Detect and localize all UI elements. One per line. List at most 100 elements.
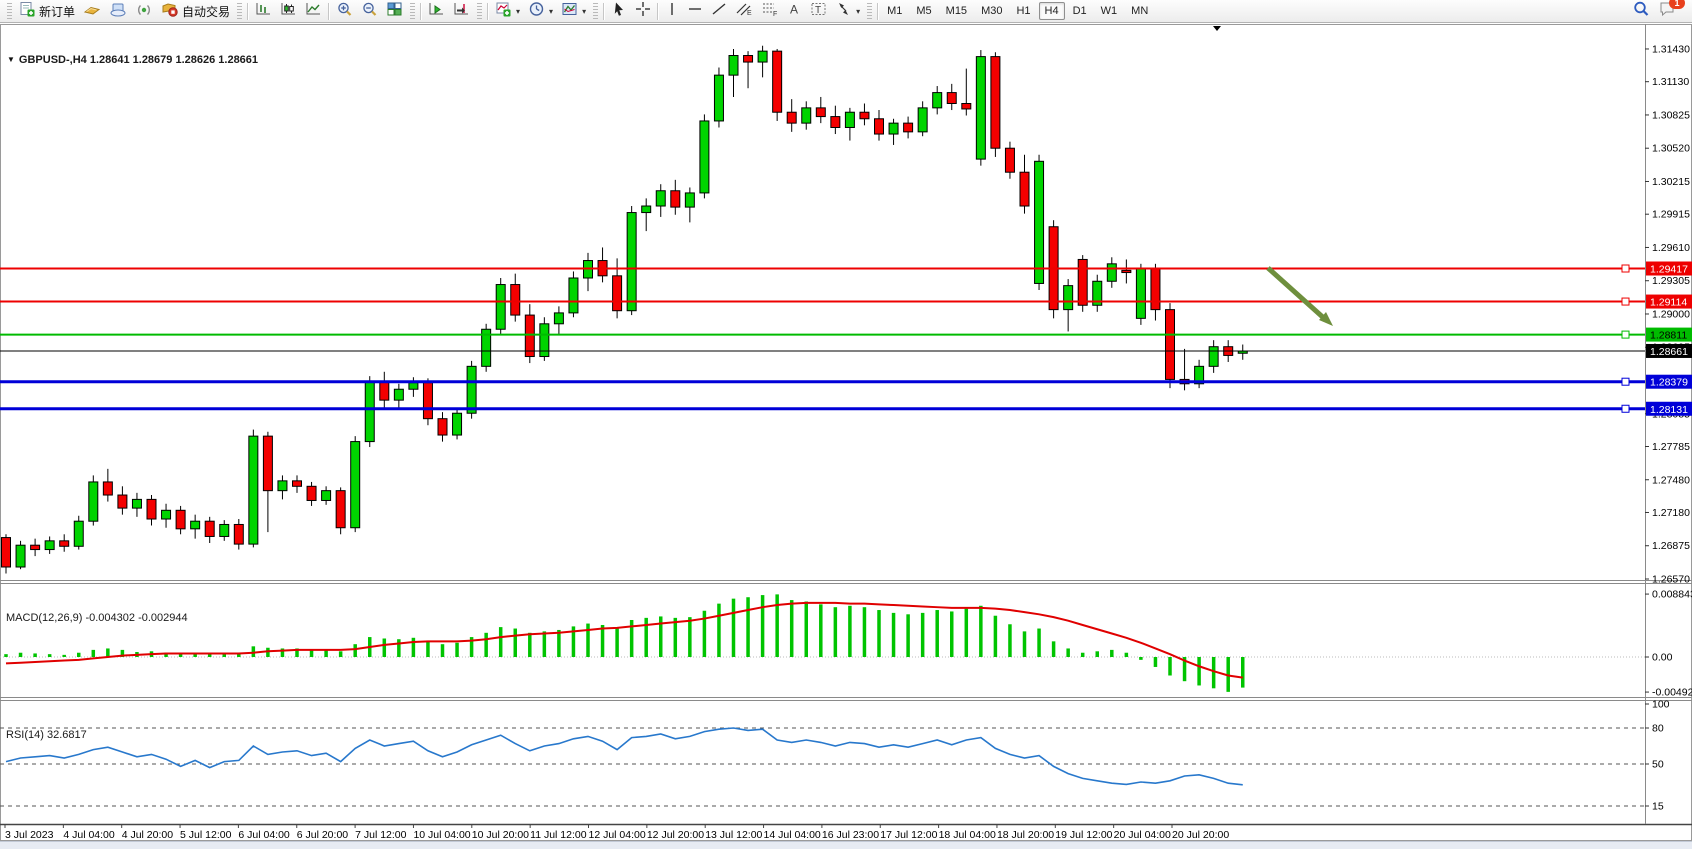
tile-windows-button[interactable]	[382, 0, 407, 22]
macd-indicator-label: MACD(12,26,9) -0.004302 -0.002944	[6, 612, 188, 624]
toolbar-grip[interactable]	[477, 3, 483, 19]
new-order-button[interactable]: 新订单	[15, 0, 79, 22]
macd-histogram-bar	[338, 651, 343, 657]
candle-body	[350, 441, 361, 529]
price-tick-label: 1.30215	[1652, 176, 1690, 188]
timeframe-w1[interactable]: W1	[1100, 5, 1118, 17]
macd-histogram-bar	[106, 648, 110, 657]
toolbar-grip[interactable]	[867, 3, 873, 19]
auto-scroll-button[interactable]	[424, 0, 449, 22]
arrows-tool-button[interactable]: ▾	[831, 0, 864, 22]
equidistant-channel-tool-button[interactable]: E	[731, 0, 757, 22]
search-icon	[1632, 0, 1650, 22]
time-label: 11 Jul 12:00	[530, 829, 587, 841]
time-label: 12 Jul 04:00	[589, 829, 646, 841]
time-label: 7 Jul 12:00	[355, 829, 407, 841]
dropdown-caret-icon: ▾	[516, 6, 521, 16]
scroll-end-marker-icon[interactable]	[1213, 26, 1221, 31]
timeframe-h4[interactable]: H4	[1038, 2, 1065, 20]
timeframe-m1[interactable]: M1	[887, 5, 903, 17]
candle-body	[277, 480, 288, 492]
macd-tick-label: 0.00	[1652, 652, 1673, 664]
cursor-tool-button[interactable]	[607, 0, 631, 22]
macd-histogram-bar	[906, 614, 910, 657]
timeframe-m5[interactable]: M5	[916, 5, 932, 17]
time-label: 10 Jul 20:00	[472, 829, 529, 841]
auto-trading-button[interactable]: 自动交易	[157, 0, 234, 22]
time-label: 20 Jul 04:00	[1114, 829, 1171, 841]
crosshair-tool-button[interactable]	[631, 0, 655, 22]
text-tool-button[interactable]: A	[783, 0, 806, 22]
periods-button[interactable]: ▾	[524, 0, 557, 22]
candle-body	[44, 540, 55, 551]
candle-body	[612, 275, 623, 312]
price-chart-canvas[interactable]: 1.31430 1.31130 1.30825 1.30520 1.30215 1.299…	[0, 24, 1692, 848]
macd-histogram-bar	[659, 616, 663, 657]
chart-shift-button[interactable]	[449, 0, 474, 22]
vertical-line-icon	[665, 1, 679, 22]
cursor-icon	[611, 1, 627, 22]
gold-ingot-icon	[83, 1, 101, 22]
candle-body	[772, 50, 783, 113]
trendline-tool-button[interactable]	[707, 0, 731, 22]
window-bottom-strip	[0, 841, 1692, 849]
bar-chart-mode-button[interactable]	[251, 0, 276, 22]
line-handle[interactable]	[1621, 377, 1630, 386]
macd-histogram-bar	[178, 654, 183, 657]
timeframe-d1[interactable]: D1	[1072, 5, 1087, 17]
line-handle[interactable]	[1621, 330, 1630, 339]
timeframe-mn[interactable]: MN	[1131, 5, 1149, 17]
signal-button[interactable]	[131, 0, 157, 22]
timeframe-h1[interactable]: H1	[1016, 5, 1031, 17]
fibonacci-tool-button[interactable]: F	[757, 0, 783, 22]
symbol-ohlc-text: GBPUSD-,H4 1.28641 1.28679 1.28626 1.286…	[18, 54, 259, 66]
market-watch-button[interactable]	[79, 0, 105, 22]
macd-histogram-bar	[353, 644, 357, 657]
text-label-tool-button[interactable]: T	[806, 0, 831, 22]
trend-arrow-annotation[interactable]	[1266, 266, 1328, 322]
toolbar-grip[interactable]	[237, 3, 243, 19]
timeframe-m30[interactable]: M30	[981, 5, 1003, 17]
arrows-icon	[835, 1, 852, 22]
toolbar-right-tools: 1	[1628, 0, 1688, 22]
candle-body	[146, 498, 157, 520]
cloud-sync-button[interactable]	[105, 0, 131, 22]
macd-histogram-bar	[600, 624, 605, 657]
candlestick-mode-button[interactable]	[276, 0, 301, 22]
macd-histogram-bar	[1124, 652, 1129, 657]
indicators-button[interactable]: ▾	[491, 0, 524, 22]
timeframe-m15[interactable]: M15	[945, 5, 968, 17]
macd-histogram-bar	[266, 647, 270, 657]
toolbar-grip[interactable]	[410, 3, 416, 19]
time-label: 4 Jul 04:00	[63, 829, 115, 841]
line-handle[interactable]	[1621, 264, 1630, 273]
macd-histogram-bar	[877, 610, 881, 657]
candle-body	[786, 111, 797, 124]
templates-button[interactable]: ▾	[557, 0, 590, 22]
toolbar-separator	[487, 2, 490, 20]
horizontal-line-tool-button[interactable]	[683, 0, 707, 22]
line-chart-mode-button[interactable]	[301, 0, 326, 22]
candle-body	[728, 55, 739, 76]
candle-body	[393, 388, 404, 401]
one-click-dropdown-icon[interactable]: ▼	[7, 55, 15, 64]
macd-histogram-bar	[1095, 651, 1099, 657]
macd-histogram-bar	[950, 611, 954, 657]
chart-window[interactable]: 1.31430 1.31130 1.30825 1.30520 1.30215 1.299…	[0, 24, 1692, 841]
price-tick-label: 1.29610	[1652, 242, 1690, 254]
zoom-out-button[interactable]	[357, 0, 382, 22]
zoom-out-icon	[361, 1, 378, 22]
vertical-line-tool-button[interactable]	[661, 0, 683, 22]
notifications-button[interactable]: 1	[1654, 0, 1685, 22]
toolbar-separator	[328, 2, 331, 20]
toolbar-grip[interactable]	[593, 3, 599, 19]
macd-histogram-bar	[280, 648, 285, 657]
cloud-icon	[109, 1, 127, 22]
zoom-in-button[interactable]	[332, 0, 357, 22]
toolbar-grip[interactable]	[7, 3, 12, 19]
trend-arrow-head	[1319, 312, 1333, 326]
line-handle[interactable]	[1621, 297, 1630, 306]
macd-histogram-bar	[979, 605, 983, 657]
search-button[interactable]	[1628, 0, 1654, 22]
line-handle[interactable]	[1621, 404, 1630, 413]
